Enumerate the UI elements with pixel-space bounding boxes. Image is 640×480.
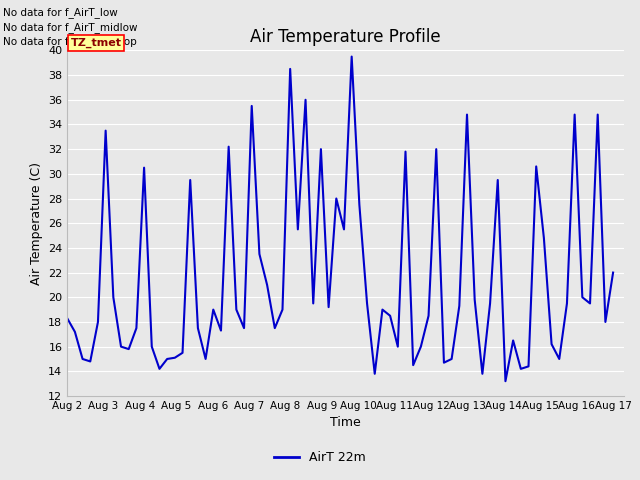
X-axis label: Time: Time [330,417,361,430]
Title: Air Temperature Profile: Air Temperature Profile [250,28,441,46]
Text: TZ_tmet: TZ_tmet [70,38,122,48]
Y-axis label: Air Temperature (C): Air Temperature (C) [29,162,42,285]
Text: No data for f_AirT_low: No data for f_AirT_low [3,7,118,18]
Text: No data for f_AirT_midlow: No data for f_AirT_midlow [3,22,138,33]
Legend: AirT 22m: AirT 22m [269,446,371,469]
Text: No data for f_AirT_midtop: No data for f_AirT_midtop [3,36,137,47]
